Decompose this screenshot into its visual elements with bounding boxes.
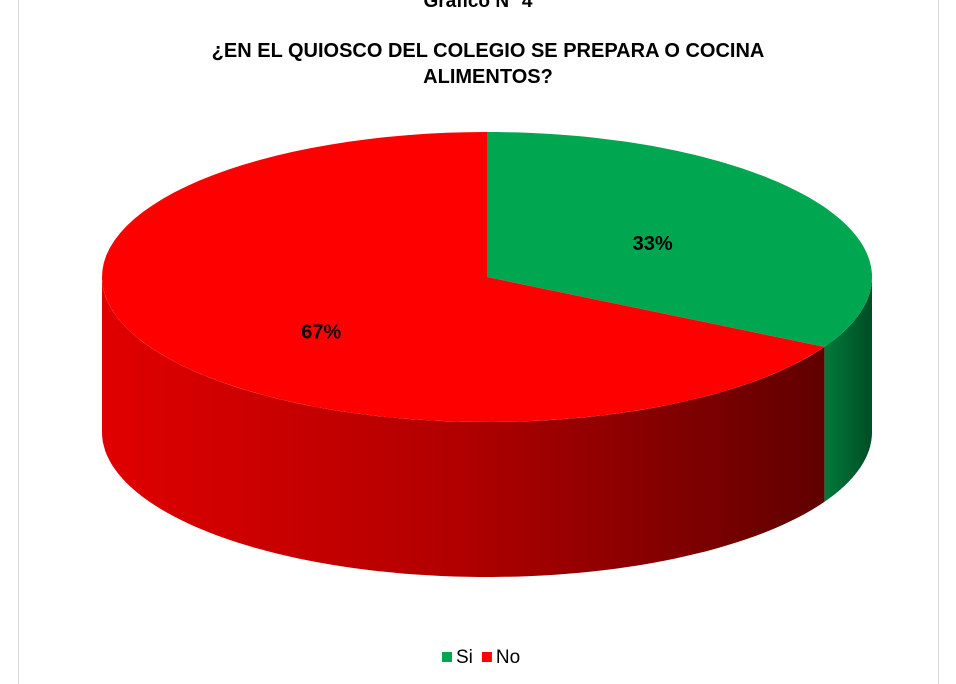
legend-label: No: [496, 647, 520, 668]
slice: [487, 132, 872, 347]
legend-label: Si: [456, 647, 473, 668]
slice: [102, 132, 825, 422]
chart-title: ¿EN EL QUIOSCO DEL COLEGIO SE PREPARA O …: [212, 40, 765, 88]
legend-swatch: [442, 652, 452, 662]
data-label: 33%: [633, 233, 673, 255]
chart-header: Gráfico N° 4: [424, 0, 533, 12]
data-label: 67%: [301, 322, 341, 344]
legend-swatch: [481, 652, 492, 662]
slice-side: [102, 277, 825, 577]
slice-side: [824, 277, 872, 502]
